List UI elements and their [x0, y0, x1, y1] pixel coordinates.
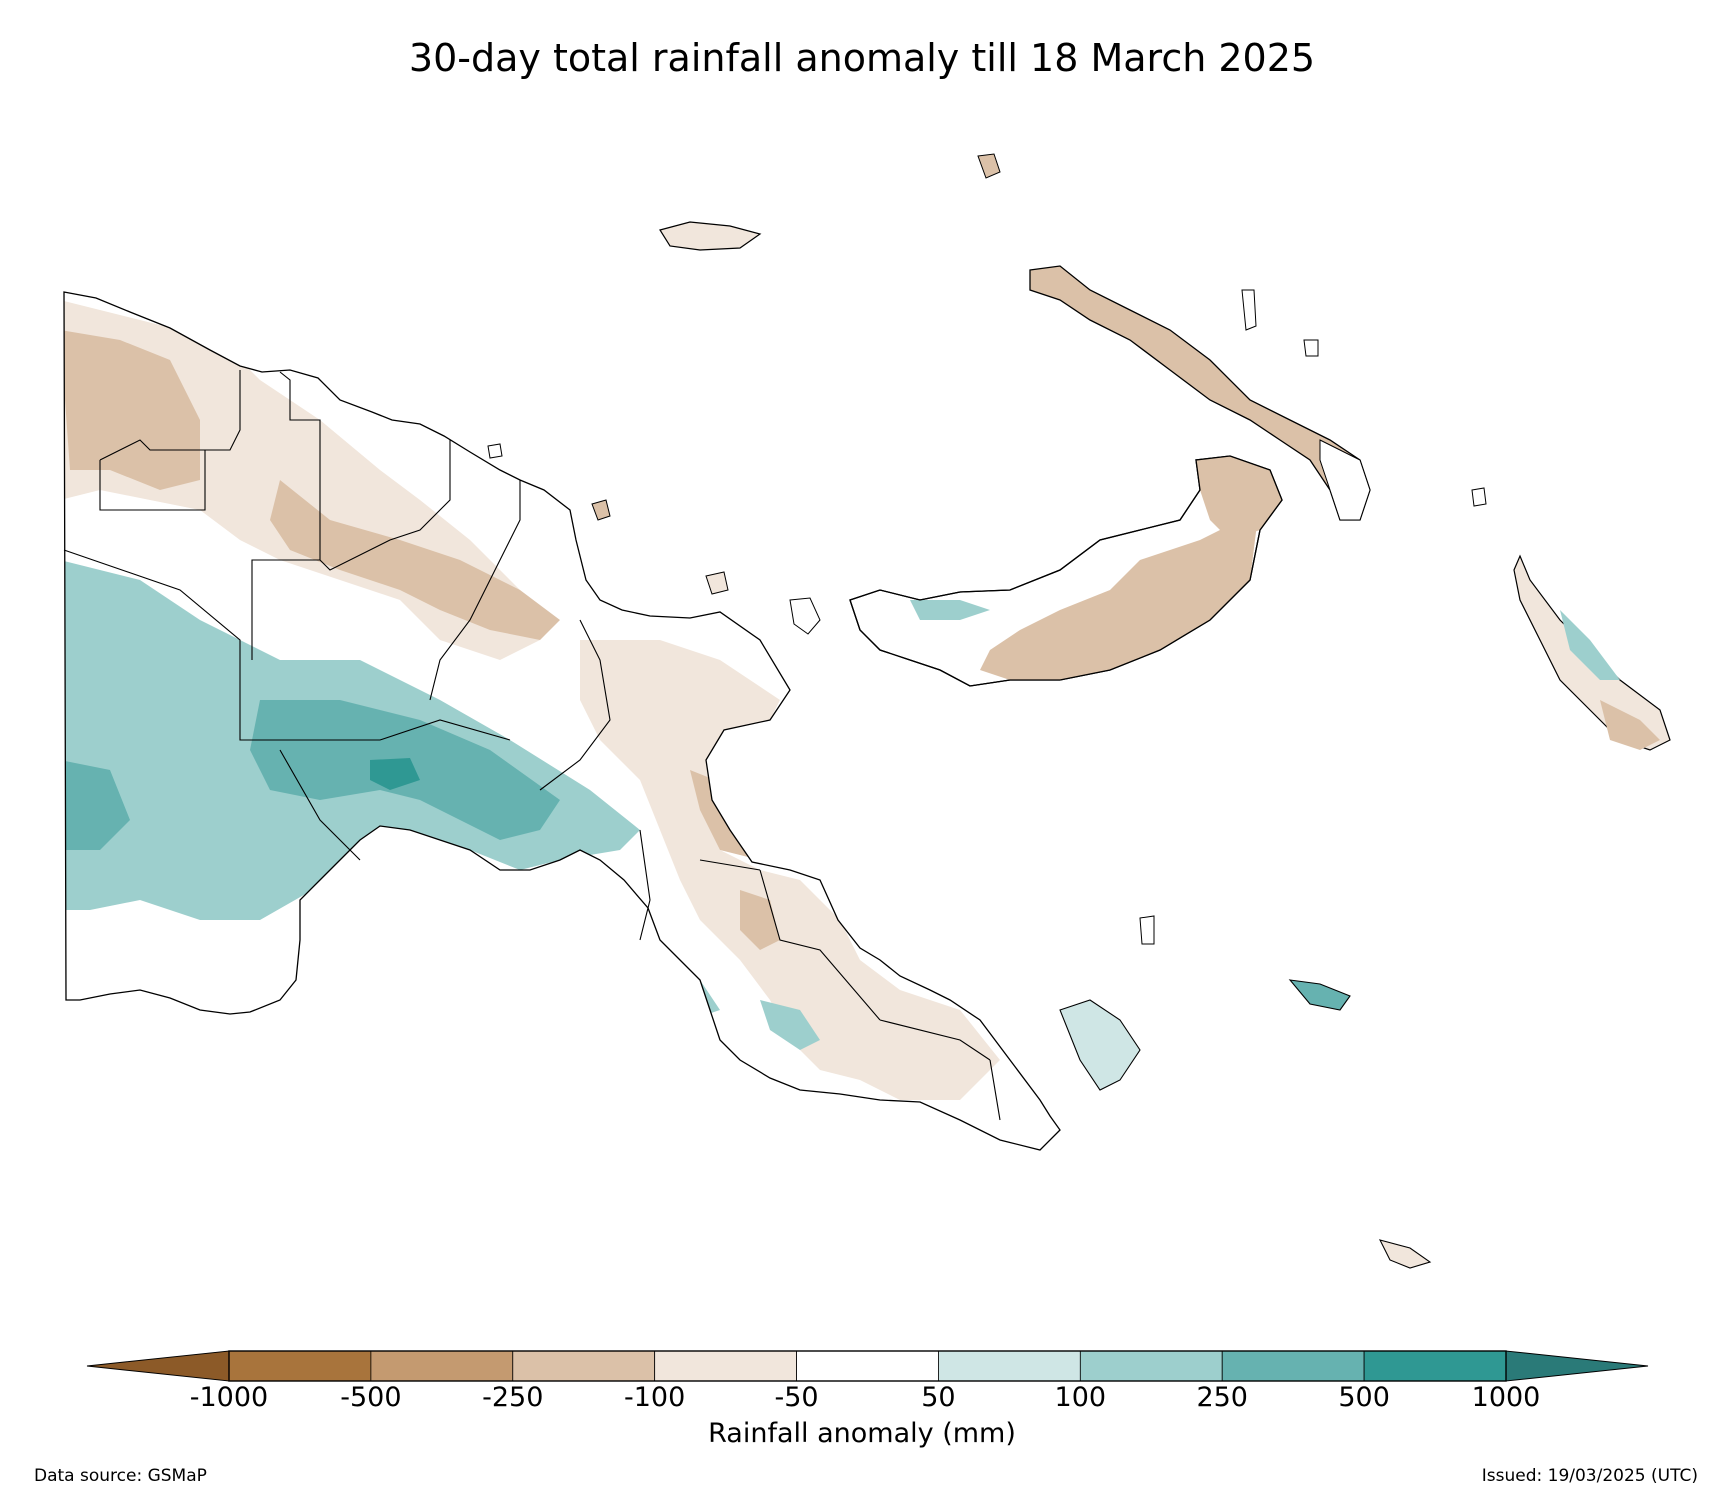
rainfall-anomaly-map [63, 153, 1671, 1269]
small-island-2 [1303, 339, 1319, 357]
small-island-4 [487, 443, 503, 459]
colorbar-bin [1363, 1350, 1507, 1382]
rossel-island [1378, 1239, 1432, 1269]
colorbar-bin [1079, 1350, 1223, 1382]
mussau-island [977, 153, 1001, 179]
karkar-island [591, 499, 611, 521]
small-island-1 [1241, 289, 1257, 331]
colorbar-tick-label: -250 [482, 1382, 544, 1413]
province-boundaries [63, 370, 1001, 1121]
new-ireland-island [1029, 265, 1371, 521]
colorbar-tick-label: 500 [1338, 1382, 1390, 1413]
colorbar-bin [938, 1350, 1081, 1382]
colorbar-extend-low [86, 1350, 230, 1382]
small-island-5 [1139, 915, 1155, 945]
colorbar-tick-label: 100 [1054, 1382, 1107, 1413]
colorbar-tick-label: -500 [340, 1382, 402, 1413]
colorbar-bin [796, 1350, 939, 1382]
colorbar-bin [1221, 1350, 1365, 1382]
map-title: 30-day total rainfall anomaly till 18 Ma… [408, 36, 1316, 80]
colorbar-bins [228, 1350, 1507, 1382]
colorbar-bin [512, 1350, 656, 1382]
colorbar-tick-label: 50 [921, 1382, 956, 1413]
colorbar-label: Rainfall anomaly (mm) [708, 1418, 1016, 1449]
colorbar-tick-label: 1000 [1471, 1382, 1541, 1413]
colorbar-tick-label: 250 [1196, 1382, 1248, 1413]
dentrecasteaux-islands [1059, 999, 1141, 1091]
data-source-note: Data source: GSMaP [34, 1466, 207, 1486]
new-britain-island [849, 455, 1283, 687]
colorbar-bin [370, 1350, 514, 1382]
colorbar-tick-label: -1000 [189, 1382, 269, 1413]
colorbar-bin [228, 1350, 372, 1382]
manus-island [659, 221, 762, 251]
issued-note: Issued: 19/03/2025 (UTC) [1481, 1466, 1698, 1486]
long-island [789, 597, 821, 635]
woodlark-island [1288, 979, 1351, 1011]
colorbar-tick-label: -100 [624, 1382, 686, 1413]
colorbar-tick-label: -50 [774, 1382, 819, 1413]
colorbar-outline [228, 1350, 1507, 1382]
bougainville-island [1513, 554, 1671, 751]
small-island-3 [1471, 487, 1487, 507]
colorbar-extend-high [1505, 1350, 1649, 1382]
colorbar-bin [654, 1350, 797, 1382]
umboi-island [705, 571, 729, 595]
